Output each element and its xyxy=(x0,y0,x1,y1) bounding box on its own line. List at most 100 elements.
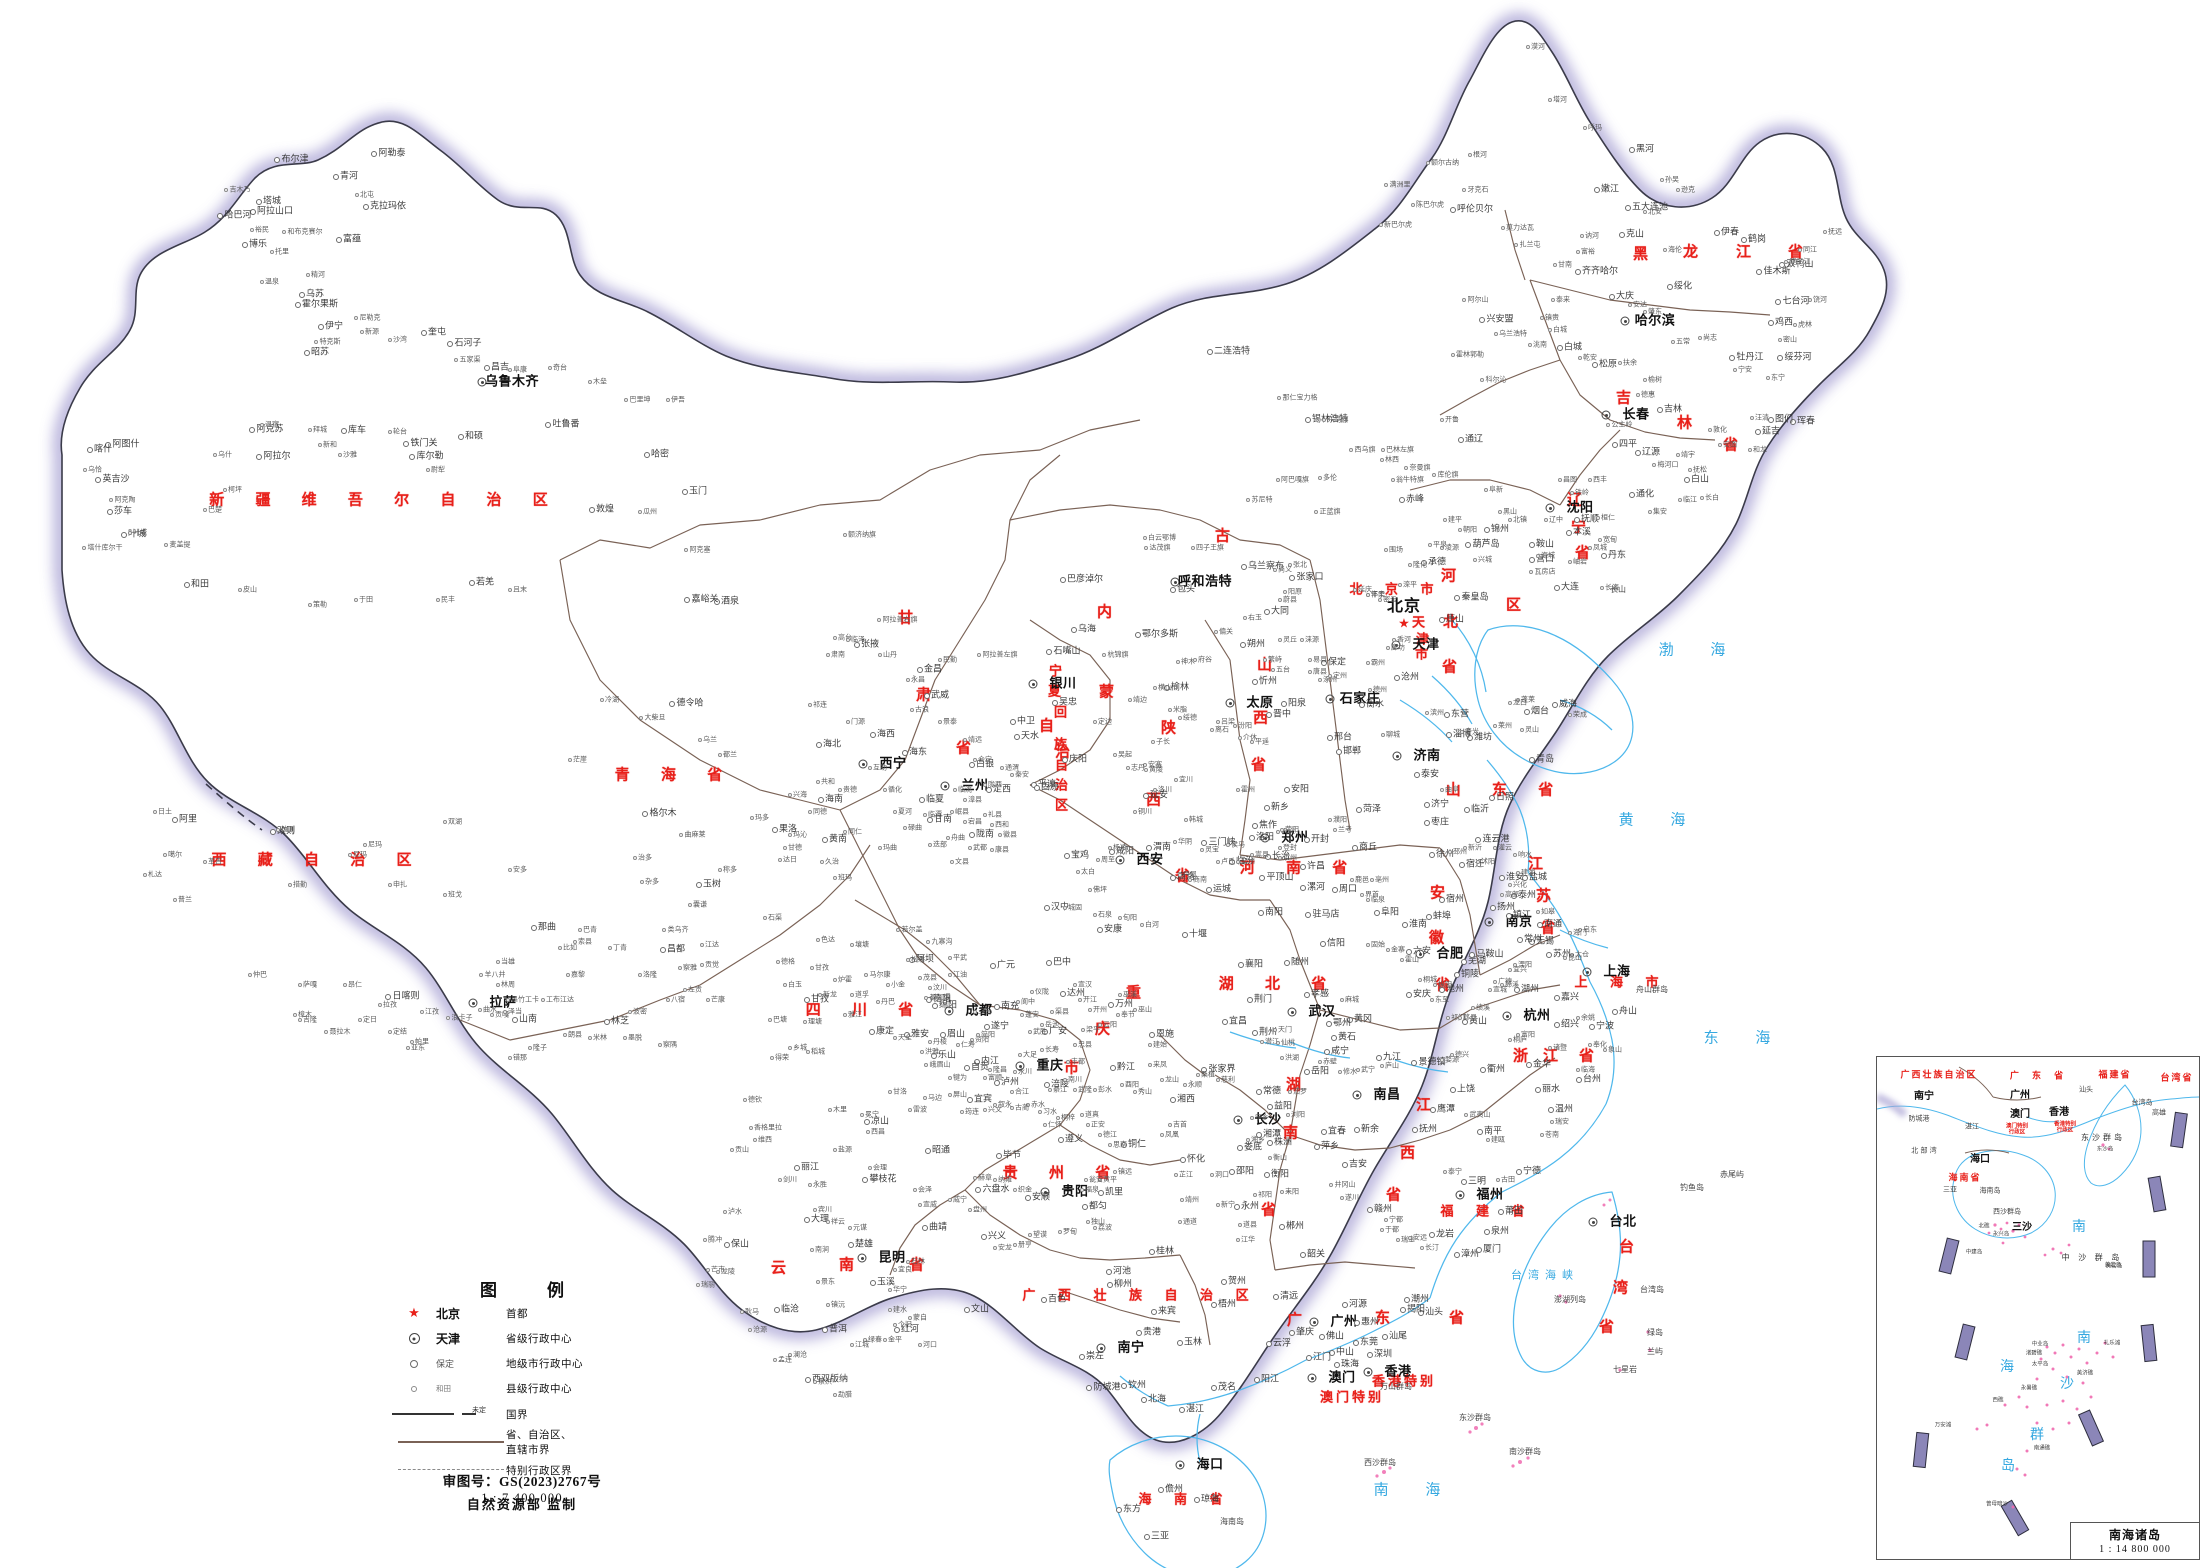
county-symbol-142 xyxy=(1235,860,1240,864)
county-symbol-50 xyxy=(1822,230,1827,234)
county-symbol-382 xyxy=(787,793,792,797)
city-symbol-285 xyxy=(642,811,649,817)
city-symbol-212 xyxy=(973,1059,980,1065)
city-symbol-292 xyxy=(817,797,824,803)
county-symbol-29 xyxy=(1569,491,1574,495)
city-symbol-50 xyxy=(1228,859,1235,865)
city-symbol-35 xyxy=(1289,575,1296,581)
county-symbol-501 xyxy=(357,1018,362,1022)
approval-number: 审图号：GS(2023)2767号 xyxy=(442,1474,602,1489)
city-symbol-155 xyxy=(1553,1022,1560,1028)
county-symbol-483 xyxy=(152,810,157,814)
county-symbol-364 xyxy=(769,1056,774,1060)
city-symbol-225 xyxy=(803,997,810,1003)
county-symbol-533 xyxy=(362,843,367,847)
city-symbol-188 xyxy=(1323,1049,1330,1055)
county-symbol-99 xyxy=(1282,590,1287,594)
county-symbol-331 xyxy=(919,1050,924,1054)
county-symbol-509 xyxy=(405,1046,410,1050)
city-symbol-312 xyxy=(511,1017,518,1023)
city-symbol-136 xyxy=(1536,922,1543,928)
city-symbol-74 xyxy=(1713,230,1720,236)
city-symbol-302 xyxy=(968,832,975,838)
county-symbol-180 xyxy=(1462,846,1467,850)
county-symbol-193 xyxy=(1442,1170,1447,1174)
approval-authority: 自然资源部 监制 xyxy=(466,1497,578,1512)
county-symbol-506 xyxy=(342,983,347,987)
city-symbol-84 xyxy=(1624,205,1631,211)
prov-capital-symbol-16 xyxy=(1287,1007,1297,1017)
county-symbol-258 xyxy=(1097,1133,1102,1137)
county-symbol-297 xyxy=(722,1210,727,1214)
county-symbol-404 xyxy=(982,813,987,817)
county-symbol-386 xyxy=(639,716,644,720)
city-symbol-75 xyxy=(1740,237,1747,243)
city-symbol-207 xyxy=(925,997,932,1003)
inset-label-29: 南 xyxy=(2077,1330,2091,1346)
county-symbol-420 xyxy=(845,638,850,642)
city-symbol-40 xyxy=(1393,675,1400,681)
county-symbol-446 xyxy=(507,368,512,372)
legend-county-circle-icon xyxy=(392,1385,436,1392)
county-symbol-160 xyxy=(1445,1016,1450,1020)
city-symbol-126 xyxy=(1351,845,1358,851)
city-symbol-264 xyxy=(1353,1320,1360,1326)
county-symbol-163 xyxy=(1487,988,1492,992)
county-symbol-214 xyxy=(1159,1078,1164,1082)
county-symbol-313 xyxy=(827,1108,832,1112)
city-symbol-295 xyxy=(916,667,923,673)
county-symbol-93 xyxy=(1391,638,1396,642)
prov-capital-symbol-27 xyxy=(1620,316,1630,326)
county-symbol-213 xyxy=(1147,1063,1152,1067)
county-symbol-94 xyxy=(1307,670,1312,674)
county-symbol-494 xyxy=(505,998,510,1002)
county-symbol-300 xyxy=(742,1098,747,1102)
city-symbol-258 xyxy=(1040,1297,1047,1303)
county-symbol-203 xyxy=(1337,1070,1342,1074)
county-symbol-3 xyxy=(1425,161,1430,165)
city-symbol-278 xyxy=(1253,1377,1260,1383)
city-symbol-294 xyxy=(923,693,930,699)
city-symbol-88 xyxy=(1591,362,1598,368)
county-symbol-14 xyxy=(1314,510,1319,514)
city-symbol-124 xyxy=(1305,912,1312,918)
county-symbol-108 xyxy=(1167,708,1172,712)
county-symbol-251 xyxy=(1009,1090,1014,1094)
county-symbol-273 xyxy=(992,1178,997,1182)
county-symbol-428 xyxy=(1142,536,1147,540)
city-symbol-156 xyxy=(1553,995,1560,1001)
prov-capital-symbol-0 xyxy=(477,377,487,387)
city-symbol-44 xyxy=(1263,609,1270,615)
county-symbol-305 xyxy=(825,1220,830,1224)
county-symbol-337 xyxy=(926,940,931,944)
city-symbol-164 xyxy=(1449,1087,1456,1093)
inset-label-21: 东沙岛 xyxy=(2096,1146,2114,1153)
county-symbol-127 xyxy=(1132,810,1137,814)
capital-symbol-0: ★ xyxy=(1398,616,1410,632)
county-symbol-399 xyxy=(962,820,967,824)
city-symbol-122 xyxy=(1257,910,1264,916)
county-symbol-366 xyxy=(815,938,820,942)
county-symbol-185 xyxy=(1587,1043,1592,1047)
inset-label-26: 中建岛 xyxy=(1965,1249,1983,1256)
county-symbol-447 xyxy=(547,366,552,370)
city-symbol-167 xyxy=(1320,1129,1327,1135)
county-symbol-85 xyxy=(1397,583,1402,587)
county-symbol-36 xyxy=(1567,560,1572,564)
county-symbol-146 xyxy=(1275,830,1280,834)
county-symbol-192 xyxy=(1495,1178,1500,1182)
city-symbol-186 xyxy=(1303,992,1310,998)
county-symbol-490 xyxy=(442,893,447,897)
county-symbol-491 xyxy=(507,868,512,872)
city-symbol-157 xyxy=(1513,987,1520,993)
county-symbol-117 xyxy=(1215,720,1220,724)
city-symbol-158 xyxy=(1525,1062,1532,1068)
legend-line-desc-2: 特别行政区界 xyxy=(506,1464,572,1477)
city-symbol-25 xyxy=(249,209,256,215)
county-symbol-292 xyxy=(747,1328,752,1332)
county-symbol-531 xyxy=(677,966,682,970)
inset-label-38: 永暑礁 xyxy=(2020,1385,2038,1392)
county-symbol-211 xyxy=(1339,998,1344,1002)
city-symbol-73 xyxy=(1666,284,1673,290)
city-symbol-26 xyxy=(274,157,281,163)
